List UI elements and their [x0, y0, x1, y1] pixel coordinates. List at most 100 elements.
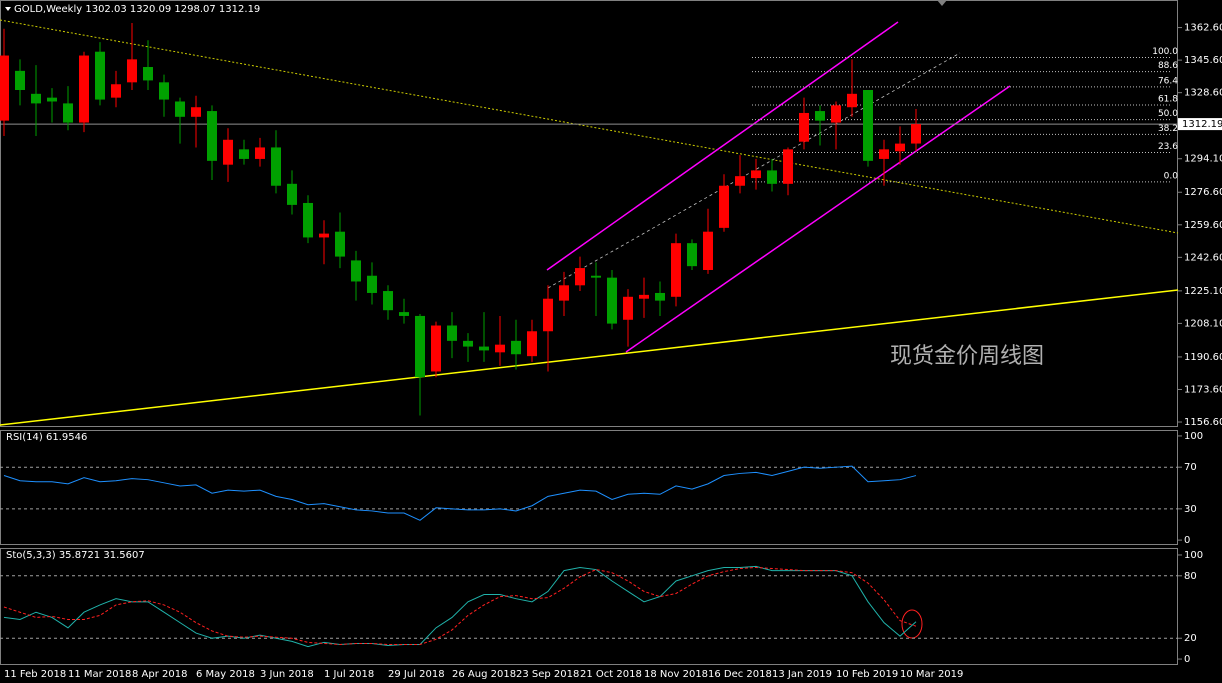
candle-body — [895, 143, 905, 152]
candle-body — [495, 344, 505, 353]
candle-body — [255, 147, 265, 159]
y-tick-label: 0 — [1184, 654, 1190, 665]
candle-body — [575, 268, 585, 286]
x-tick-label: 8 Apr 2018 — [132, 669, 187, 680]
candle-body — [431, 325, 441, 372]
y-tick-label: 30 — [1184, 504, 1197, 515]
support-line — [0, 289, 1179, 426]
fib-label: 23.6 — [1158, 142, 1178, 152]
x-tick-label: 26 Aug 2018 — [452, 669, 516, 680]
candle-body — [159, 82, 169, 100]
candle-body — [15, 70, 25, 90]
fib-trend — [547, 52, 961, 289]
x-tick-label: 3 Jun 2018 — [260, 669, 314, 680]
candle-body — [703, 231, 713, 270]
candle-body — [863, 89, 873, 161]
candle-body — [335, 231, 345, 257]
channel-upper — [546, 21, 899, 271]
y-tick-label: 1276.60 — [1184, 187, 1222, 198]
series-line — [3, 465, 917, 521]
y-tick-label: 1242.60 — [1184, 252, 1222, 263]
main-panel — [0, 0, 1178, 427]
candle-body — [799, 112, 809, 142]
candle-body — [527, 331, 537, 357]
y-tick-label: 1173.60 — [1184, 384, 1222, 395]
candle-body — [47, 97, 57, 102]
current-price-label: 1312.19 — [1182, 119, 1222, 130]
series-line — [3, 566, 917, 645]
candle-body — [95, 51, 105, 100]
watermark: 现货金价周线图 — [890, 344, 1044, 369]
x-tick-label: 6 May 2018 — [196, 669, 255, 680]
candle-body — [223, 139, 233, 165]
candle-body — [399, 312, 409, 316]
y-tick-label: 1294.10 — [1184, 154, 1222, 165]
candle-body — [783, 149, 793, 184]
candle-body — [303, 202, 313, 238]
candle-body — [271, 147, 281, 186]
y-tick-label: 70 — [1184, 462, 1197, 473]
candle-body — [127, 59, 137, 83]
menu-arrow — [5, 7, 11, 11]
candle-body — [319, 233, 329, 238]
shift-marker — [937, 0, 947, 6]
candle-body — [815, 111, 825, 121]
candle-body — [447, 325, 457, 341]
sto-header: Sto(5,3,3) 35.8721 31.5607 — [6, 550, 145, 561]
highlight-circle — [901, 609, 923, 639]
candle-body — [607, 277, 617, 324]
x-tick-label: 29 Jul 2018 — [388, 669, 445, 680]
x-tick-label: 1 Jul 2018 — [324, 669, 374, 680]
fib-label: 100.0 — [1152, 47, 1178, 57]
candle-body — [847, 93, 857, 108]
candle-body — [655, 292, 665, 301]
candle-body — [463, 340, 473, 347]
candle-body — [511, 340, 521, 355]
fib-label: 0.0 — [1164, 171, 1179, 181]
main-header: GOLD,Weekly 1302.03 1320.09 1298.07 1312… — [14, 4, 260, 15]
candle-body — [559, 285, 569, 301]
x-tick-label: 10 Feb 2019 — [836, 669, 898, 680]
candle-body — [143, 67, 153, 81]
candle-body — [767, 170, 777, 184]
x-tick-label: 13 Jan 2019 — [772, 669, 832, 680]
candle-body — [911, 124, 921, 144]
y-tick-label: 1156.60 — [1184, 417, 1222, 428]
candle-body — [351, 260, 361, 282]
fib-label: 50.0 — [1158, 109, 1178, 119]
x-tick-label: 16 Dec 2018 — [708, 669, 772, 680]
fib-label: 38.2 — [1158, 124, 1178, 134]
sto-panel — [0, 548, 1178, 665]
y-tick-label: 20 — [1184, 633, 1197, 644]
candle-body — [591, 275, 601, 278]
y-tick-label: 100 — [1184, 550, 1203, 561]
current-price-box — [1178, 118, 1222, 131]
x-tick-label: 10 Mar 2019 — [900, 669, 963, 680]
fib-label: 61.8 — [1158, 94, 1178, 104]
candle-body — [719, 185, 729, 228]
candle-body — [831, 105, 841, 123]
candle-body — [543, 298, 553, 332]
x-tick-label: 11 Mar 2018 — [68, 669, 131, 680]
candle-body — [383, 291, 393, 311]
x-tick-label: 18 Nov 2018 — [644, 669, 708, 680]
candle-body — [415, 315, 425, 378]
y-tick-label: 80 — [1184, 571, 1197, 582]
rsi-panel — [0, 430, 1178, 545]
y-tick-label: 0 — [1184, 535, 1190, 546]
candle-body — [479, 346, 489, 351]
y-tick-label: 1362.60 — [1184, 23, 1222, 34]
candle-body — [879, 149, 889, 159]
candle-body — [79, 55, 89, 123]
candle-body — [735, 176, 745, 186]
candle-body — [287, 183, 297, 205]
candle-body — [623, 296, 633, 320]
candle-body — [367, 275, 377, 293]
candle-body — [687, 243, 697, 267]
y-tick-label: 1328.60 — [1184, 88, 1222, 99]
x-tick-label: 21 Oct 2018 — [580, 669, 642, 680]
y-tick-label: 100 — [1184, 431, 1203, 442]
candle-body — [207, 111, 217, 161]
x-tick-label: 23 Sep 2018 — [516, 669, 579, 680]
